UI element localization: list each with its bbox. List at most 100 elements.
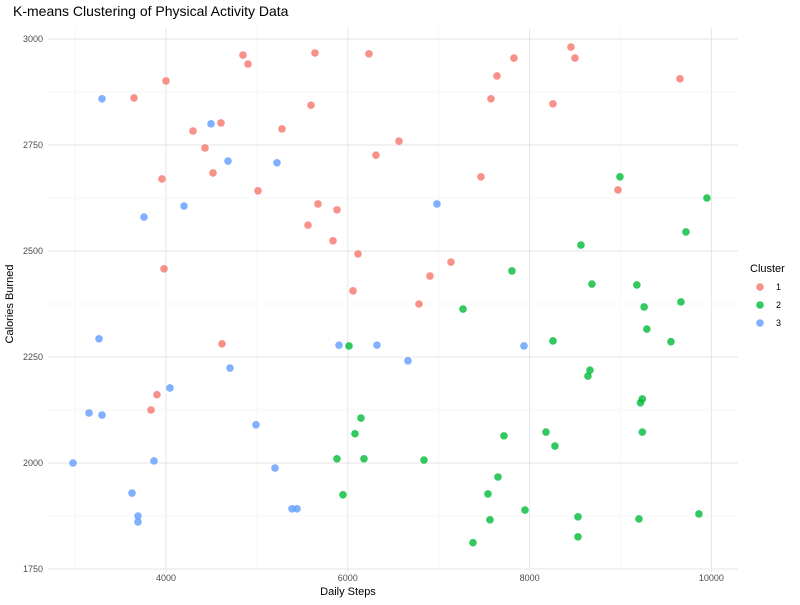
points xyxy=(69,43,711,547)
cluster-1-point xyxy=(218,340,226,348)
x-tick-label: 4000 xyxy=(156,573,176,583)
cluster-3-point xyxy=(224,157,232,165)
cluster-2-point xyxy=(682,228,690,236)
cluster-1-point xyxy=(189,127,197,135)
cluster-1-point xyxy=(158,175,166,183)
cluster-1-point xyxy=(153,390,161,399)
cluster-2-point xyxy=(667,337,675,346)
cluster-2-point xyxy=(494,473,502,481)
x-tick-label: 8000 xyxy=(520,573,540,583)
legend: Cluster 1 2 3 xyxy=(750,263,785,328)
cluster-2-point xyxy=(695,510,703,518)
axis-ticks: 4000 6000 8000 10000 1750 2000 2250 2500 2750 300… xyxy=(23,34,724,583)
cluster-2-point xyxy=(549,337,557,345)
cluster-1-point xyxy=(201,144,209,152)
cluster-1-point xyxy=(130,94,138,102)
cluster-3-point xyxy=(95,334,103,343)
y-tick-label: 1750 xyxy=(23,564,43,574)
cluster-3-point xyxy=(140,213,148,221)
cluster-2-point xyxy=(703,194,711,202)
cluster-1-point xyxy=(549,100,557,108)
cluster-1-point xyxy=(254,186,262,195)
cluster-3-point xyxy=(134,512,142,520)
cluster-1-point xyxy=(477,173,485,181)
chart-title: K-means Clustering of Physical Activity … xyxy=(13,3,289,19)
cluster-3-point xyxy=(273,159,281,167)
cluster-1-point xyxy=(162,77,170,85)
cluster-1-point xyxy=(676,75,684,83)
cluster-1-point xyxy=(571,54,579,62)
y-tick-label: 2250 xyxy=(23,352,43,362)
cluster-2-point xyxy=(588,280,596,288)
cluster-3-point xyxy=(293,504,301,513)
cluster-2-point xyxy=(635,515,643,523)
cluster-2-point xyxy=(469,538,477,547)
cluster-1-point xyxy=(493,72,501,80)
cluster-2-point xyxy=(500,432,508,440)
cluster-1-point xyxy=(447,258,455,266)
x-axis-label: Daily Steps xyxy=(320,586,376,598)
cluster-3-point xyxy=(85,409,93,417)
cluster-1-point xyxy=(510,54,518,62)
legend-label-3: 3 xyxy=(776,318,781,328)
cluster-2-point xyxy=(636,398,645,407)
cluster-2-point xyxy=(357,414,365,422)
cluster-2-point xyxy=(345,342,353,350)
cluster-1-point xyxy=(239,51,247,59)
cluster-3-point xyxy=(69,459,77,467)
cluster-2-point xyxy=(584,372,592,380)
cluster-1-point xyxy=(329,237,337,245)
cluster-2-point xyxy=(643,325,651,333)
cluster-3-point xyxy=(226,364,234,372)
cluster-1-point xyxy=(217,119,225,127)
cluster-3-point xyxy=(98,411,106,419)
legend-key-1 xyxy=(756,283,764,291)
cluster-3-point xyxy=(433,200,441,208)
cluster-1-point xyxy=(487,94,495,103)
cluster-1-point xyxy=(365,50,373,58)
cluster-2-point xyxy=(508,267,516,275)
cluster-3-point xyxy=(335,341,343,349)
cluster-3-point xyxy=(520,342,528,350)
cluster-2-point xyxy=(420,456,428,464)
y-tick-label: 2750 xyxy=(23,140,43,150)
cluster-2-point xyxy=(677,298,685,306)
cluster-1-point xyxy=(304,221,312,229)
cluster-1-point xyxy=(426,272,434,280)
cluster-2-point xyxy=(616,173,624,181)
legend-label-1: 1 xyxy=(776,282,781,292)
cluster-1-point xyxy=(244,60,252,68)
legend-key-2 xyxy=(756,301,764,309)
legend-label-2: 2 xyxy=(776,300,781,310)
cluster-3-point xyxy=(128,489,136,497)
cluster-3-point xyxy=(98,94,106,103)
legend-title: Cluster xyxy=(750,263,785,275)
cluster-2-point xyxy=(574,532,582,541)
cluster-2-point xyxy=(574,513,582,521)
cluster-1-point xyxy=(372,151,380,159)
cluster-2-point xyxy=(339,491,347,499)
cluster-2-point xyxy=(360,454,368,463)
cluster-3-point xyxy=(404,357,412,365)
cluster-2-point xyxy=(486,516,494,524)
cluster-1-point xyxy=(333,206,341,214)
x-tick-label: 10000 xyxy=(699,573,724,583)
y-tick-label: 3000 xyxy=(23,34,43,44)
cluster-2-point xyxy=(586,366,594,374)
cluster-3-point xyxy=(271,464,279,472)
cluster-2-point xyxy=(551,442,559,450)
cluster-1-point xyxy=(395,137,403,145)
cluster-1-point xyxy=(354,250,362,258)
cluster-1-point xyxy=(614,186,622,194)
cluster-3-point xyxy=(166,384,174,392)
cluster-2-point xyxy=(459,305,467,313)
x-tick-label: 6000 xyxy=(338,573,358,583)
cluster-1-point xyxy=(278,125,286,133)
cluster-3-point xyxy=(207,120,215,128)
cluster-1-point xyxy=(349,287,357,295)
y-tick-label: 2500 xyxy=(23,246,43,256)
legend-key-3 xyxy=(756,319,764,327)
cluster-1-point xyxy=(307,101,315,109)
cluster-1-point xyxy=(209,169,217,177)
